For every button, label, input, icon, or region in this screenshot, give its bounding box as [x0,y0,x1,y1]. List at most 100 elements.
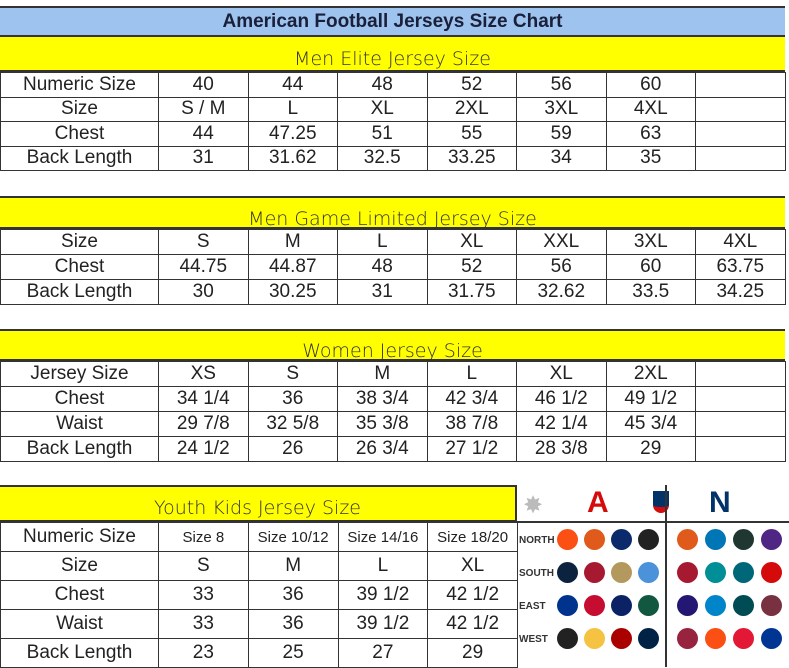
team-logo-icon [733,628,754,649]
table-row: Size S / M L XL 2XL 3XL 4XL [0,96,786,122]
row-label: Chest [0,121,159,147]
table-cell [695,96,786,122]
table-cell: 35 3/8 [337,411,428,437]
table-cell: 26 3/4 [337,436,428,462]
table-row: Back Length 31 31.62 32.5 33.25 34 35 [0,145,786,171]
table-cell: 32 5/8 [247,411,338,437]
table-cell: XL [427,551,518,581]
women-heading: Women Jersey Size [0,329,785,362]
table-cell: L [337,551,429,581]
table-cell: 3XL [516,96,607,122]
row-label: Numeric Size [0,522,159,552]
youth-heading: Youth Kids Jersey Size [0,485,517,522]
table-row: Numeric Size Size 8 Size 10/12 Size 14/16 Si… [0,522,518,552]
table-cell: 3XL [605,229,696,255]
row-label: Chest [0,254,159,280]
row-label: Waist [0,411,159,437]
row-label: Back Length [0,436,159,462]
team-logo-icon [705,628,726,649]
table-cell: 25 [247,638,339,668]
table-cell: 32.62 [516,279,607,305]
table-cell: 46 1/2 [516,386,607,412]
table-cell: 55 [426,121,517,147]
row-label: Back Length [0,279,159,305]
team-logo-icon [677,628,698,649]
table-cell: 56 [516,72,607,98]
team-logo-icon [677,595,698,616]
table-cell: 34 1/4 [158,386,249,412]
table-cell: 33.5 [605,279,696,305]
table-cell: S [158,551,249,581]
table-cell: 63.75 [695,254,786,280]
team-logo-icon [638,595,659,616]
table-cell: 52 [426,254,517,280]
table-cell: Size 14/16 [337,522,429,552]
table-cell: M [247,229,338,255]
afc-logo: A [587,486,609,519]
table-cell: 33 [158,580,249,610]
table-cell: 45 3/4 [605,411,696,437]
men-elite-heading: Men Elite Jersey Size [0,37,785,72]
table-cell: 38 7/8 [426,411,517,437]
table-cell: 60 [605,72,696,98]
table-row: Waist 33 36 39 1/2 42 1/2 [0,609,518,639]
table-cell: L [426,361,517,387]
table-cell: S [158,229,249,255]
table-cell: 42 1/2 [427,580,518,610]
table-cell: 44 [247,72,338,98]
table-cell: 4XL [605,96,696,122]
sunburst-icon: ✸ [523,492,544,519]
table-cell: 40 [158,72,249,98]
team-logo-icon [611,595,632,616]
team-logo-icon [611,628,632,649]
team-logo-icon [557,628,578,649]
division-label: EAST [519,601,546,612]
table-row: Chest 34 1/4 36 38 3/4 42 3/4 46 1/2 49 1/2 [0,386,786,412]
row-label: Jersey Size [0,361,159,387]
table-cell: 42 3/4 [426,386,517,412]
table-cell: 31 [337,279,428,305]
team-logo-icon [611,529,632,550]
table-cell: 36 [247,609,339,639]
table-cell: 60 [605,254,696,280]
divider [517,521,789,523]
table-cell [695,121,786,147]
table-cell: XL [516,361,607,387]
team-logo-icon [705,595,726,616]
table-cell: 35 [605,145,696,171]
table-row: Back Length 23 25 27 29 [0,638,518,668]
team-logo-icon [638,529,659,550]
table-cell: 34 [516,145,607,171]
team-logo-icon [677,529,698,550]
table-row: Jersey Size XS S M L XL 2XL [0,361,786,387]
team-logo-icon [705,529,726,550]
table-row: Chest 44.75 44.87 48 52 56 60 63.75 [0,254,786,280]
table-cell: 63 [605,121,696,147]
row-label: Size [0,96,159,122]
table-cell: 48 [337,254,428,280]
team-logo-icon [557,595,578,616]
table-row: Size S M L XL XXL 3XL 4XL [0,229,786,255]
team-logo-icon [761,529,782,550]
table-cell: 31 [158,145,249,171]
team-logo-icon [733,562,754,583]
division-label: NORTH [519,535,555,546]
table-cell: 33.25 [426,145,517,171]
table-row: Chest 33 36 39 1/2 42 1/2 [0,580,518,610]
table-cell: L [247,96,338,122]
table-cell: 33 [158,609,249,639]
team-logo-icon [705,562,726,583]
table-cell [695,386,786,412]
table-row: Numeric Size 40 44 48 52 56 60 [0,72,786,98]
table-row: Size S M L XL [0,551,518,581]
table-cell: 29 [427,638,518,668]
table-cell: XL [426,229,517,255]
table-cell: 4XL [695,229,786,255]
men-game-heading: Men Game Limited Jersey Size [0,196,785,230]
table-cell: 27 1/2 [426,436,517,462]
division-label: WEST [519,634,548,645]
table-cell: S [247,361,338,387]
team-logo-icon [584,529,605,550]
table-cell: 49 1/2 [605,386,696,412]
table-cell [695,411,786,437]
